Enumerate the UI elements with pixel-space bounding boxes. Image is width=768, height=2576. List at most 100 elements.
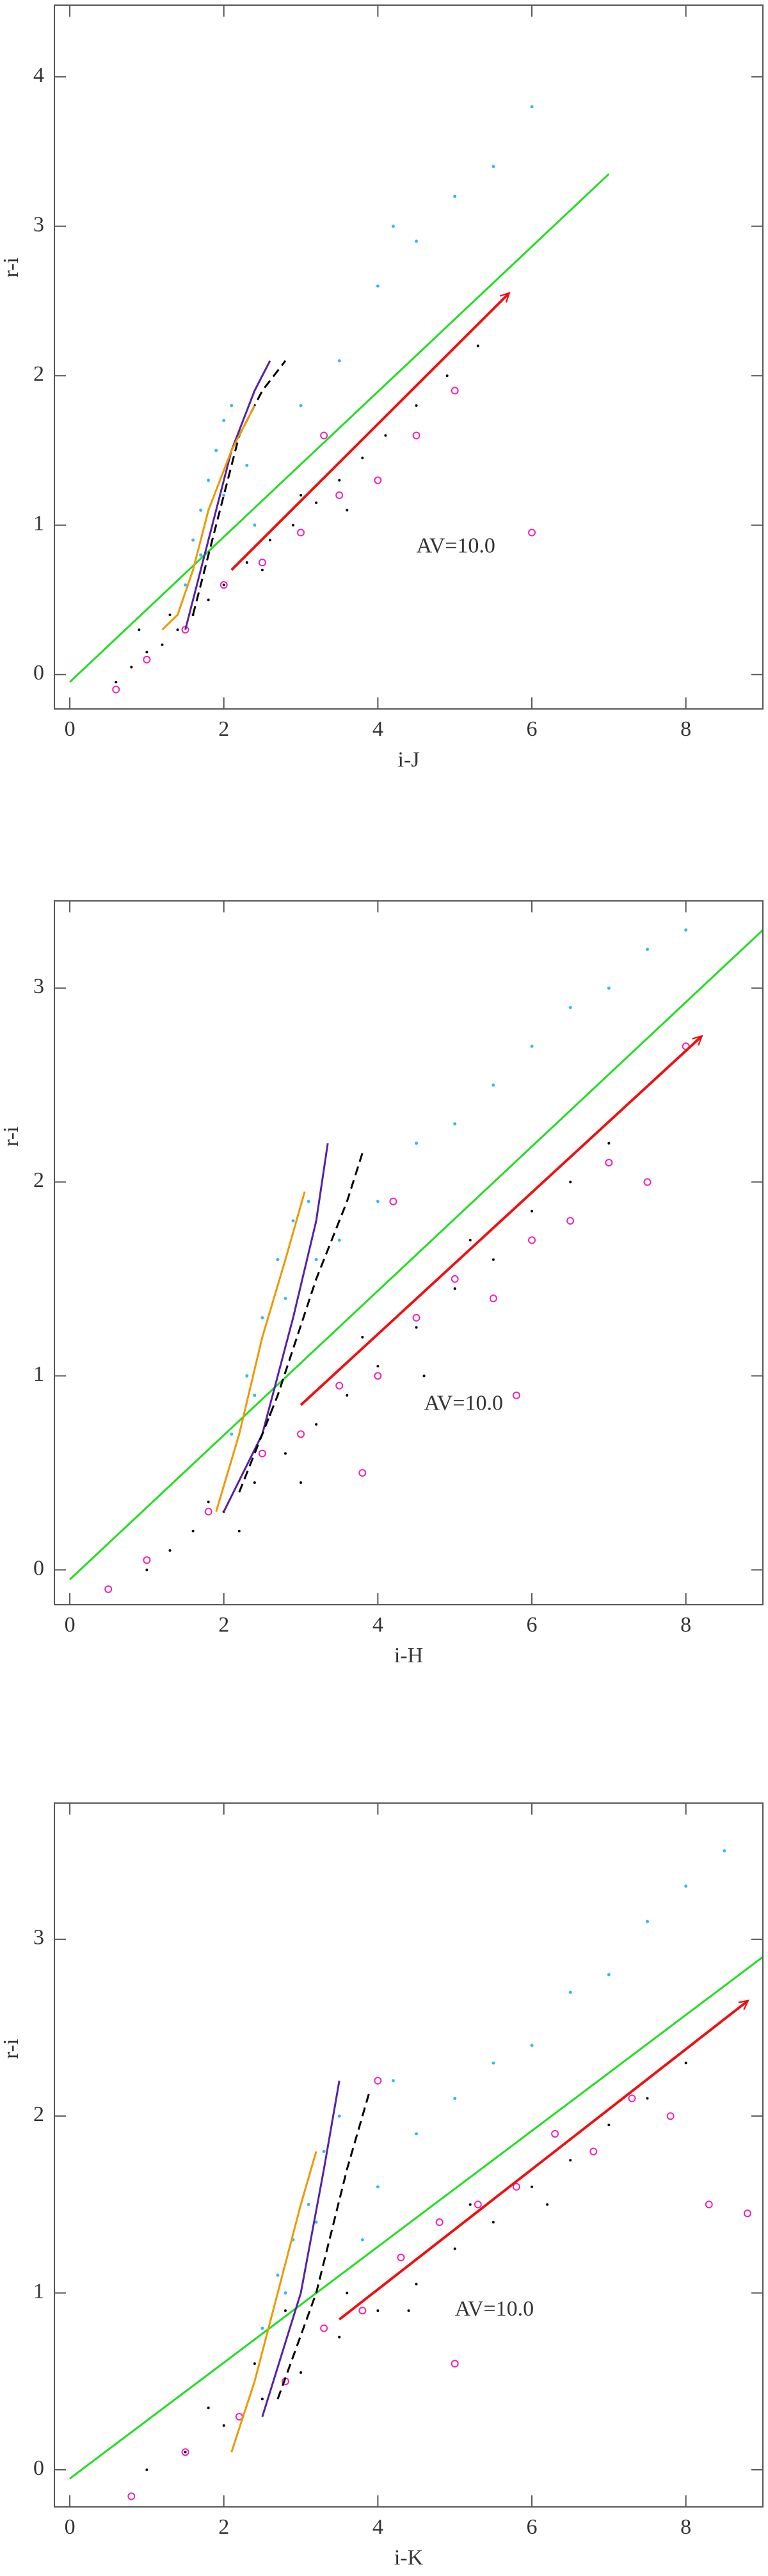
point <box>245 561 248 564</box>
point <box>253 1394 257 1397</box>
point <box>376 2309 380 2312</box>
x-axis-label: i-J <box>398 748 420 772</box>
x-tick-label: 4 <box>372 717 383 741</box>
point <box>307 2202 310 2206</box>
point <box>292 523 295 527</box>
track-line <box>238 1152 364 1493</box>
magenta-point <box>374 476 382 484</box>
point <box>492 2061 495 2065</box>
plot-frame <box>54 900 764 1605</box>
point <box>245 1374 249 1378</box>
track-line <box>69 173 610 683</box>
track-line <box>261 2080 340 2417</box>
point <box>222 584 225 587</box>
point <box>391 2079 395 2083</box>
point <box>191 538 195 542</box>
magenta-point <box>335 1381 344 1390</box>
magenta-point <box>451 2360 459 2368</box>
point <box>568 1006 572 1010</box>
magenta-point <box>512 1391 520 1399</box>
point <box>191 1529 195 1532</box>
point <box>453 1122 457 1125</box>
reddening-arrow <box>230 291 511 571</box>
point <box>207 2406 210 2410</box>
magenta-point <box>566 1217 575 1225</box>
x-tick-label: 8 <box>680 2515 691 2539</box>
point <box>207 1500 210 1504</box>
magenta-point <box>451 1275 459 1283</box>
point <box>284 2309 287 2312</box>
point <box>260 2326 264 2330</box>
point <box>531 2185 534 2188</box>
track-line <box>69 929 763 1580</box>
point <box>376 1200 380 1204</box>
point <box>300 2371 303 2374</box>
magenta-point <box>705 2200 713 2209</box>
y-tick-label: 3 <box>33 1926 44 1950</box>
point <box>260 568 264 571</box>
point <box>338 479 341 482</box>
plot-frame <box>54 4 764 710</box>
point <box>568 1991 572 1994</box>
point <box>453 1287 456 1291</box>
point <box>315 501 318 504</box>
magenta-point <box>127 2492 136 2500</box>
point <box>276 1258 280 1262</box>
magenta-point <box>112 685 120 694</box>
point <box>607 2124 611 2127</box>
point <box>161 643 164 646</box>
plot-area <box>69 928 763 1593</box>
annotation: AV=10.0 <box>417 534 495 558</box>
point <box>415 239 419 243</box>
point <box>391 225 395 228</box>
x-tick-label: 2 <box>218 717 229 741</box>
track-line <box>230 2151 317 2453</box>
point <box>684 1884 688 1888</box>
point <box>300 1481 303 1484</box>
point <box>337 359 341 363</box>
point <box>376 1365 380 1368</box>
y-tick-label: 1 <box>33 2279 44 2303</box>
track-line <box>223 1143 329 1513</box>
point <box>492 2221 495 2224</box>
point <box>646 1920 650 1923</box>
point <box>684 2062 687 2065</box>
point <box>337 2114 341 2118</box>
plot-area <box>69 105 610 694</box>
magenta-point <box>605 1159 613 1167</box>
point <box>492 1258 495 1261</box>
point <box>222 2424 225 2427</box>
x-tick-label: 4 <box>372 2515 383 2539</box>
x-tick-label: 0 <box>65 2515 76 2539</box>
magenta-point <box>643 1178 652 1186</box>
point <box>346 2291 349 2294</box>
point <box>422 1374 426 1378</box>
plot-frame <box>54 1802 764 2508</box>
magenta-point <box>589 2147 598 2156</box>
point <box>607 1973 611 1976</box>
point <box>607 986 611 990</box>
magenta-point <box>528 1236 536 1244</box>
point <box>468 1239 472 1242</box>
track-line <box>215 1191 306 1512</box>
x-tick-label: 0 <box>65 717 76 741</box>
y-axis-label: r-i <box>0 1126 23 1146</box>
magenta-point <box>528 529 536 537</box>
point <box>307 1200 310 1204</box>
point <box>299 404 303 408</box>
point <box>253 2362 256 2365</box>
reddening-arrow <box>338 2000 750 2321</box>
plot-area <box>69 1849 763 2500</box>
magenta-point <box>412 431 420 440</box>
y-tick-label: 0 <box>33 1556 44 1580</box>
point <box>476 344 479 347</box>
point <box>300 494 303 497</box>
y-tick-label: 2 <box>33 362 44 386</box>
magenta-point <box>258 1449 266 1458</box>
magenta-point <box>297 529 305 537</box>
point <box>214 449 218 452</box>
magenta-point <box>435 2218 444 2227</box>
point <box>384 434 387 437</box>
point <box>346 509 349 512</box>
point <box>530 2044 534 2047</box>
